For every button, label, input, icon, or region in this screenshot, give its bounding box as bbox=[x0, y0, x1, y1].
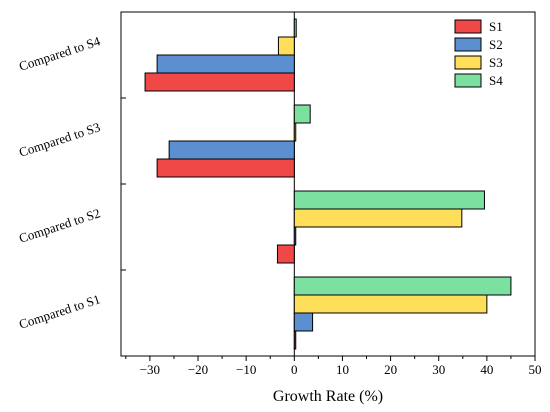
legend-swatch-s4 bbox=[454, 73, 482, 88]
legend-swatch-s1 bbox=[454, 19, 482, 34]
legend-label-s4: S4 bbox=[489, 73, 503, 88]
bar-s2-cat1 bbox=[293, 226, 297, 246]
category-label: Compared to S3 bbox=[17, 119, 102, 159]
bar-s3-cat3 bbox=[277, 36, 295, 56]
bar-s3-cat2 bbox=[293, 122, 297, 142]
y-axis-ticks bbox=[121, 97, 126, 271]
bar-s1-cat2 bbox=[156, 158, 295, 178]
bar-s2-cat0 bbox=[293, 312, 314, 332]
bar-s2-cat3 bbox=[156, 54, 295, 74]
bar-s1-cat1 bbox=[276, 244, 295, 264]
legend-swatch-s3 bbox=[454, 55, 482, 70]
bar-s2-cat2 bbox=[168, 140, 295, 160]
bar-s4-cat3 bbox=[293, 18, 297, 38]
legend: S1 S2 S3 S4 bbox=[454, 19, 503, 88]
category-label: Compared to S1 bbox=[17, 291, 102, 331]
x-tick-label: 20 bbox=[384, 362, 397, 377]
x-tick-label: −20 bbox=[188, 362, 208, 377]
bar-s3-cat0 bbox=[293, 294, 488, 314]
legend-label-s1: S1 bbox=[489, 19, 503, 34]
x-axis-ticks: −30 −20 −10 0 10 20 30 40 50 bbox=[125, 356, 542, 377]
bar-s4-cat2 bbox=[293, 104, 311, 124]
category-labels: Compared to S1 Compared to S2 Compared to … bbox=[17, 33, 102, 332]
bar-s4-cat0 bbox=[293, 276, 512, 296]
bars bbox=[144, 18, 512, 350]
x-tick-label: 40 bbox=[480, 362, 493, 377]
legend-label-s3: S3 bbox=[489, 55, 503, 70]
x-tick-label: −30 bbox=[140, 362, 160, 377]
legend-swatch-s2 bbox=[454, 37, 482, 52]
bar-s3-cat1 bbox=[293, 208, 463, 228]
x-tick-label: 50 bbox=[529, 362, 542, 377]
x-tick-label: 0 bbox=[291, 362, 298, 377]
x-axis-title: Growth Rate (%) bbox=[273, 388, 383, 405]
legend-label-s2: S2 bbox=[489, 37, 503, 52]
x-tick-label: −10 bbox=[236, 362, 256, 377]
x-tick-label: 10 bbox=[336, 362, 349, 377]
bar-s1-cat3 bbox=[144, 72, 295, 92]
x-tick-label: 30 bbox=[432, 362, 445, 377]
category-label: Compared to S2 bbox=[17, 205, 102, 245]
category-label: Compared to S4 bbox=[17, 33, 102, 74]
bar-s4-cat1 bbox=[293, 190, 485, 210]
bar-s1-cat0 bbox=[293, 330, 297, 350]
